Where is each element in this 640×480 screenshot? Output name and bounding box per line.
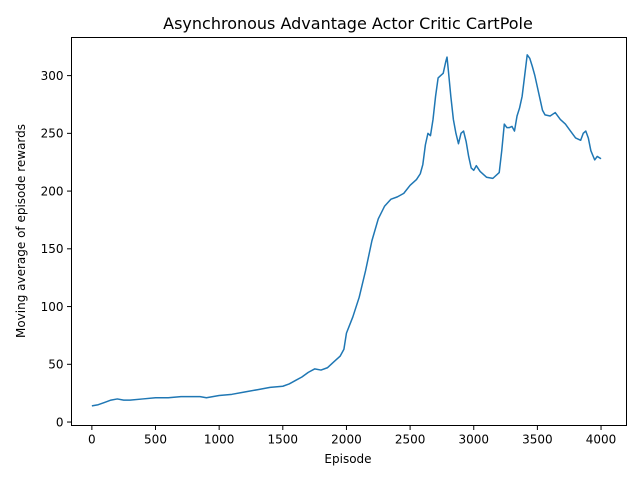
y-tick-label: 300 xyxy=(41,69,64,83)
y-axis-label: Moving average of episode rewards xyxy=(14,124,28,338)
x-tick-label: 0 xyxy=(88,433,96,447)
y-tick-label: 50 xyxy=(48,358,63,372)
x-tick-label: 2000 xyxy=(331,433,362,447)
x-tick-label: 2500 xyxy=(395,433,426,447)
x-tick-label: 4000 xyxy=(586,433,617,447)
y-tick-label: 100 xyxy=(41,300,64,314)
x-axis-ticks: 0 500 1000 1500 2000 2500 3000 3500 4000 xyxy=(88,425,617,447)
chart-title: Asynchronous Advantage Actor Critic Cart… xyxy=(163,14,533,33)
y-tick-label: 150 xyxy=(41,242,64,256)
plot-area xyxy=(91,54,602,407)
y-tick-label: 0 xyxy=(56,415,64,429)
x-axis-label: Episode xyxy=(324,452,371,466)
x-tick-label: 1500 xyxy=(268,433,299,447)
x-tick-label: 3500 xyxy=(522,433,553,447)
x-tick-label: 3000 xyxy=(458,433,489,447)
x-tick-label: 500 xyxy=(144,433,167,447)
axes-frame xyxy=(71,37,627,426)
x-tick-label: 1000 xyxy=(204,433,235,447)
y-tick-label: 250 xyxy=(41,127,64,141)
series-line-0 xyxy=(91,54,602,407)
y-axis-ticks: 0 50 100 150 200 250 300 xyxy=(41,69,72,429)
y-tick-label: 200 xyxy=(41,184,64,198)
